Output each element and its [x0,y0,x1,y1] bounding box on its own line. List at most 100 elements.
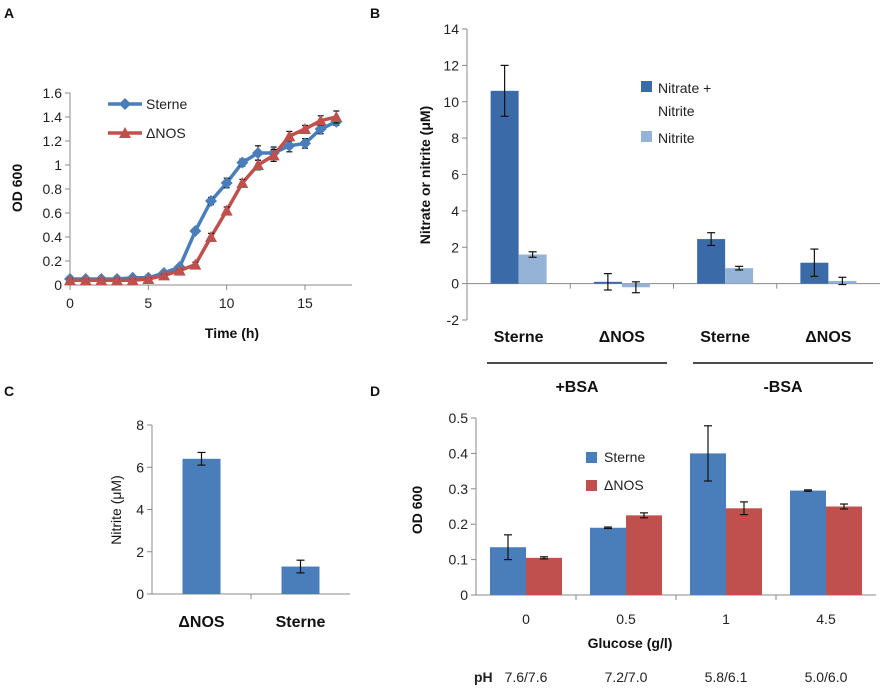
panel-d-bar-chart: Glucose (g/l) OD 600 pH 0 0.1 0.2 0.3 0.4 0.5… [409,410,876,685]
panel-a-ytick-label: 0 [54,277,62,293]
panel-b-ytick-label: 12 [443,57,459,73]
panel-b-category-label: Sterne [700,329,750,346]
panel-b-legend-label: Nitrate + [658,80,711,96]
panel-d-category-label: 0 [522,611,530,627]
panel-a-point [220,204,233,216]
panel-a-point [142,273,155,284]
panel-a-xtick-label: 0 [66,295,74,311]
panel-d-ph-value: 7.6/7.6 [505,669,548,685]
panel-b-legend-label: Nitrite [658,130,695,146]
panel-d-bar [826,506,862,595]
panel-label-b: B [370,5,380,21]
panel-d-bar [526,557,562,595]
panel-c-ytick-label: 4 [136,502,144,518]
panel-a-series-line [70,120,338,281]
panel-a-ytick-label: 1.4 [43,109,63,125]
panel-a-point [64,274,76,286]
panel-a-point [95,274,108,286]
panel-a-point [158,269,170,281]
panel-a-ytick-label: 1.6 [43,85,63,101]
panel-a-ytick-label: 1.2 [43,133,63,149]
panel-b-ytick-label: 6 [451,167,459,183]
panel-c-category-label: Sterne [276,614,326,631]
panel-b-ytick-label: 2 [451,239,459,255]
panel-a-line-chart: Time (h) OD 600 0 0.2 0.4 0.6 0.8 1 1.2 1.4 1.6 0… [9,85,352,341]
panel-d-ytick-label: 0.2 [449,516,469,532]
panel-d-legend-swatch [586,480,597,491]
panel-b-legend-label: Nitrite [658,103,695,119]
panel-a-point [252,147,264,159]
panel-b-ytick-label: 0 [451,276,459,292]
panel-a-point [283,130,296,142]
panel-d-bar [790,490,826,595]
panel-a-point [330,111,343,122]
panel-d-ylabel: OD 600 [409,486,425,534]
panel-a-point [205,231,217,242]
panel-b-bar [697,239,726,284]
panel-d-ph-value: 7.2/7.0 [605,669,648,685]
panel-a-ytick-label: 0.4 [43,229,63,245]
panel-b-ytick-label: 4 [451,203,459,219]
panel-a-point [252,159,264,170]
panel-a-point [79,274,92,286]
panel-label-c: C [4,383,14,399]
panel-a-series-line [70,115,337,282]
panel-c-ylabel: Nitrite (μM) [108,475,124,545]
panel-a-point [236,177,249,188]
panel-a-point [299,123,311,134]
panel-d-bar [590,527,626,595]
panel-b-category-label: ΔNOS [599,329,646,346]
panel-d-ytick-label: 0.1 [449,552,469,568]
panel-a-point [267,149,280,161]
panel-a-point [189,258,202,270]
panel-a-point [111,274,123,286]
panel-d-legend-swatch [586,452,597,463]
panel-b-group-label: +BSA [555,379,599,396]
panel-a-point [314,114,327,126]
panel-d-category-label: 1 [722,611,730,627]
ph-label: pH [474,669,493,685]
panel-label-d: D [370,383,380,399]
panel-d-category-label: 4.5 [816,611,836,627]
panel-a-xtick-label: 10 [219,295,235,311]
panel-a-ytick-label: 1 [54,157,62,173]
panel-b-group-label: -BSA [763,379,803,396]
panel-a-point [126,274,139,286]
panel-a-point [189,225,202,237]
panel-b-ytick-label: 10 [443,94,459,110]
panel-b-ytick-label: 8 [451,130,459,146]
panel-d-ph-value: 5.0/6.0 [805,669,848,685]
panel-b-legend-swatch [641,81,652,92]
panel-b-bar [725,268,754,284]
panel-b-bar [490,90,519,284]
panel-d-legend-label: Sterne [604,449,645,465]
panel-b-legend-swatch [641,131,652,142]
panel-a-xtick-label: 15 [297,295,313,311]
panel-d-ytick-label: 0.3 [449,481,469,497]
panel-b-bar [518,254,547,284]
panel-c-ytick-label: 2 [136,544,144,560]
panel-b-bar-chart: Nitrate or nitrite (μM) -2 0 2 4 6 8 10 12 14 Ste… [417,21,880,396]
panel-a-legend-marker [119,98,131,110]
panel-a-legend-label: ΔNOS [146,125,186,141]
panel-d-bar [626,515,662,595]
panel-c-bar [182,458,221,594]
panel-a-point [283,139,296,152]
panel-b-category-label: Sterne [494,329,544,346]
panel-b-ytick-label: -2 [447,312,460,328]
panel-a-legend-label: Sterne [146,96,187,112]
panel-a-point [220,177,233,189]
panel-a-point [299,137,311,150]
panel-a-xlabel: Time (h) [205,325,259,341]
panel-c-ytick-label: 6 [136,459,144,475]
panel-c-category-label: ΔNOS [178,614,225,631]
panel-d-ytick-label: 0.5 [449,410,469,426]
panel-b-ylabel: Nitrate or nitrite (μM) [417,106,433,244]
panel-c-ytick-label: 0 [136,586,144,602]
panel-a-legend-marker [119,127,131,138]
panel-a-point [236,156,249,169]
panel-d-xlabel: Glucose (g/l) [588,635,673,651]
panel-a-point [173,264,186,276]
panel-c-ytick-label: 8 [136,417,144,433]
